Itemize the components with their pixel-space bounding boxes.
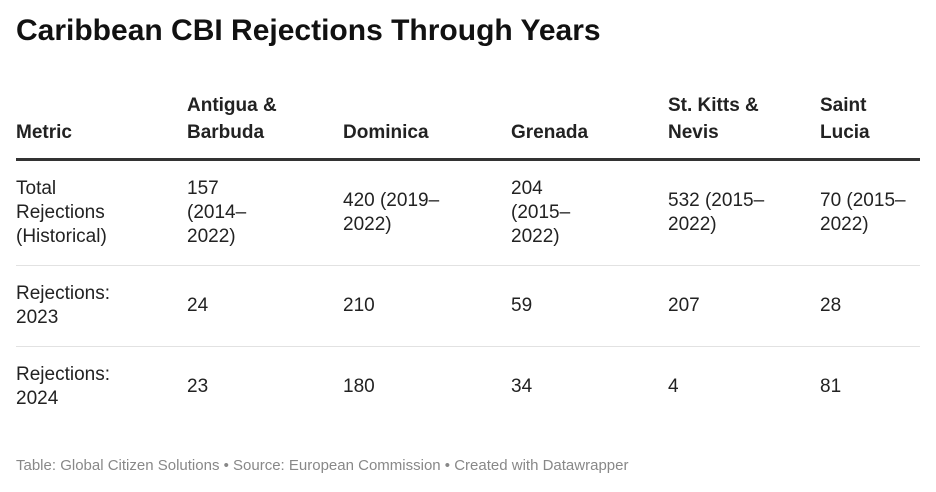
cell-text: 420 (2019–2022) bbox=[343, 190, 440, 235]
cell-text: Rejections: 2024 bbox=[16, 364, 110, 409]
cell: 59 bbox=[511, 265, 668, 347]
cell-text: St. Kitts & Nevis bbox=[668, 95, 759, 143]
cell-text: 59 bbox=[511, 295, 533, 316]
header-cell: St. Kitts & Nevis bbox=[668, 92, 820, 161]
cell: 210 bbox=[343, 265, 511, 347]
cell-text: 28 bbox=[820, 295, 842, 316]
cell: 28 bbox=[820, 265, 920, 347]
cell: Rejections: 2024 bbox=[16, 347, 187, 428]
row: Total Rejections (Historical) 157 (2014–2… bbox=[16, 159, 920, 266]
header-cell: Metric bbox=[16, 92, 187, 161]
cell: 532 (2015–2022) bbox=[668, 159, 820, 266]
cell: 180 bbox=[343, 347, 511, 428]
cell-text: 81 bbox=[820, 376, 842, 397]
table-body: Total Rejections (Historical) 157 (2014–2… bbox=[16, 159, 920, 428]
row: Rejections: 2024 23 180 34 4 81 bbox=[16, 347, 920, 428]
header-row: Metric Antigua & Barbuda Dominica Grenada St… bbox=[16, 92, 920, 161]
cell-text: Dominica bbox=[343, 122, 429, 143]
cell: 24 bbox=[187, 265, 343, 347]
cell: 23 bbox=[187, 347, 343, 428]
cell-text: Grenada bbox=[511, 122, 589, 143]
cell-text: 70 (2015–2022) bbox=[820, 190, 906, 235]
title: Caribbean CBI Rejections Through Years bbox=[16, 14, 601, 47]
cell-text: Metric bbox=[16, 122, 72, 143]
cell-text: 4 bbox=[668, 376, 679, 397]
cell: 204 (2015–2022) bbox=[511, 159, 668, 266]
header-cell: Saint Lucia bbox=[820, 92, 920, 161]
cell-text: 204 (2015–2022) bbox=[511, 178, 571, 247]
cell: 4 bbox=[668, 347, 820, 428]
cell-text: Total Rejections (Historical) bbox=[16, 178, 107, 247]
cell-text: 34 bbox=[511, 376, 533, 397]
footer: Table: Global Citizen Solutions • Source… bbox=[16, 457, 629, 474]
cell-text: 210 bbox=[343, 295, 375, 316]
header-cell: Grenada bbox=[511, 92, 668, 161]
cell-text: 23 bbox=[187, 376, 209, 397]
cell-text: Rejections: 2023 bbox=[16, 283, 110, 328]
cell: 34 bbox=[511, 347, 668, 428]
cell-text: Antigua & Barbuda bbox=[187, 95, 277, 143]
row: Rejections: 2023 24 210 59 207 28 bbox=[16, 265, 920, 347]
cell-text: 157 (2014–2022) bbox=[187, 178, 247, 247]
cell: 81 bbox=[820, 347, 920, 428]
cell: 157 (2014–2022) bbox=[187, 159, 343, 266]
cell-text: 24 bbox=[187, 295, 209, 316]
cell: 420 (2019–2022) bbox=[343, 159, 511, 266]
header-cell: Antigua & Barbuda bbox=[187, 92, 343, 161]
cell-text: Saint Lucia bbox=[820, 95, 870, 143]
cell-text: 532 (2015–2022) bbox=[668, 190, 765, 235]
header-cell: Dominica bbox=[343, 92, 511, 161]
cell-text: 180 bbox=[343, 376, 375, 397]
cell-text: 207 bbox=[668, 295, 700, 316]
cell: 207 bbox=[668, 265, 820, 347]
cell: Total Rejections (Historical) bbox=[16, 159, 187, 266]
cell: Rejections: 2023 bbox=[16, 265, 187, 347]
cell: 70 (2015–2022) bbox=[820, 159, 920, 266]
table: Metric Antigua & Barbuda Dominica Grenada St… bbox=[16, 92, 920, 427]
